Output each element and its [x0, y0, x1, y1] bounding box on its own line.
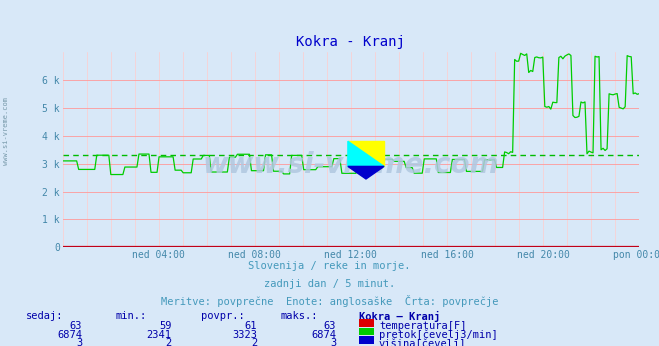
Text: sedaj:: sedaj: — [26, 311, 64, 321]
Text: Kokra – Kranj: Kokra – Kranj — [359, 311, 440, 322]
Text: 3: 3 — [330, 338, 336, 346]
Text: temperatura[F]: temperatura[F] — [379, 321, 467, 331]
Text: 3: 3 — [76, 338, 82, 346]
Text: zadnji dan / 5 minut.: zadnji dan / 5 minut. — [264, 279, 395, 289]
Text: 63: 63 — [70, 321, 82, 331]
Text: pretok[čevelj3/min]: pretok[čevelj3/min] — [379, 330, 498, 340]
Text: maks.:: maks.: — [280, 311, 318, 321]
Text: Slovenija / reke in morje.: Slovenija / reke in morje. — [248, 261, 411, 271]
Polygon shape — [348, 141, 384, 166]
Text: min.:: min.: — [115, 311, 146, 321]
Text: 63: 63 — [324, 321, 336, 331]
Text: višina[čevelj]: višina[čevelj] — [379, 338, 467, 346]
Text: 3323: 3323 — [232, 330, 257, 340]
Polygon shape — [348, 141, 384, 166]
Text: 2: 2 — [165, 338, 171, 346]
Text: 61: 61 — [244, 321, 257, 331]
Text: Meritve: povprečne  Enote: anglosaške  Črta: povprečje: Meritve: povprečne Enote: anglosaške Črt… — [161, 295, 498, 307]
Text: 2: 2 — [251, 338, 257, 346]
Text: 2341: 2341 — [146, 330, 171, 340]
Text: www.si-vreme.com: www.si-vreme.com — [3, 98, 9, 165]
Text: 59: 59 — [159, 321, 171, 331]
Text: povpr.:: povpr.: — [201, 311, 244, 321]
Polygon shape — [348, 166, 384, 179]
Text: www.si-vreme.com: www.si-vreme.com — [203, 151, 499, 179]
Text: 6874: 6874 — [57, 330, 82, 340]
Text: 6874: 6874 — [311, 330, 336, 340]
Title: Kokra - Kranj: Kokra - Kranj — [297, 35, 405, 49]
